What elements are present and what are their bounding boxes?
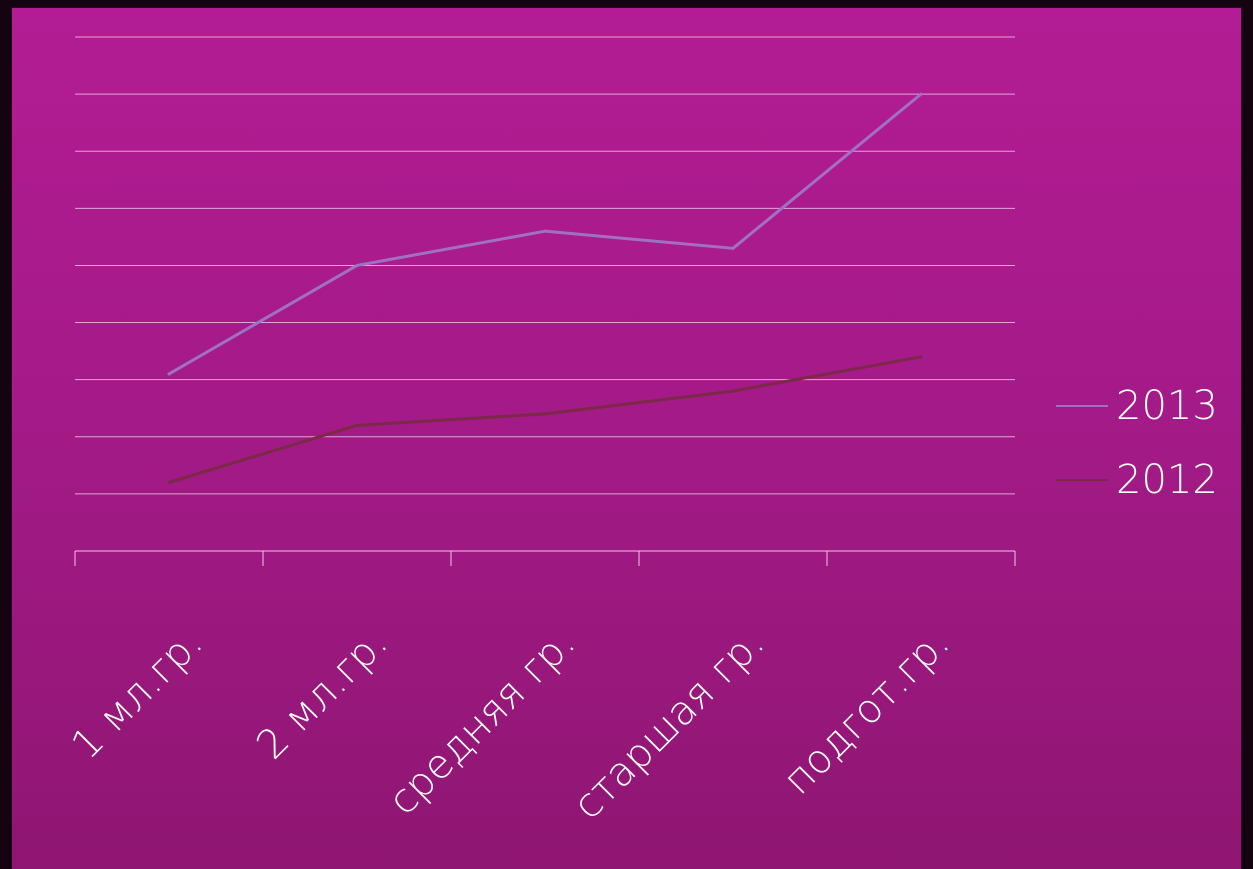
series-lines	[167, 92, 923, 484]
data-point-2013-1	[355, 263, 359, 267]
x-axis	[74, 550, 1016, 566]
legend-swatch-2013	[1056, 405, 1108, 407]
legend-label-2013: 2013	[1116, 383, 1218, 429]
data-point-2013-3	[731, 246, 735, 250]
data-point-2012-1	[355, 423, 359, 427]
legend-label-2012: 2012	[1116, 457, 1218, 503]
data-point-2012-0	[167, 480, 171, 484]
data-point-2013-0	[167, 372, 171, 376]
series-line-2012	[168, 355, 922, 484]
data-point-2012-2	[543, 412, 547, 416]
series-line-2013	[168, 92, 922, 376]
data-point-2013-2	[543, 229, 547, 233]
data-point-2012-4	[919, 355, 923, 359]
gridlines	[75, 36, 1015, 495]
data-point-2013-4	[919, 92, 923, 96]
data-point-2012-3	[731, 389, 735, 393]
legend-swatch-2012	[1056, 479, 1108, 481]
